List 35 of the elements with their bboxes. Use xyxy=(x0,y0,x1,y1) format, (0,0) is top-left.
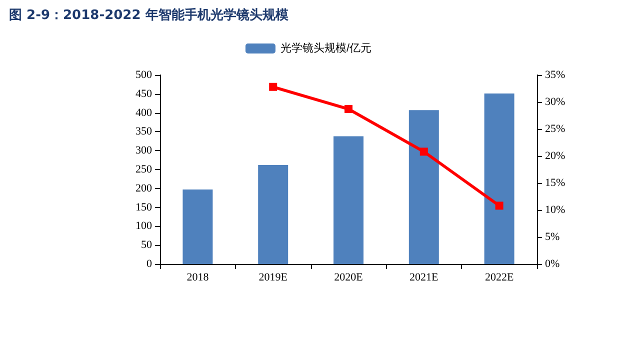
y-tick-label: 500 xyxy=(136,69,152,81)
point xyxy=(495,202,504,210)
y2-tick-label: 30% xyxy=(545,96,566,108)
y-tick-label: 250 xyxy=(136,164,152,176)
y-tick-label: 50 xyxy=(141,239,152,252)
y2-tick-label: 5% xyxy=(545,231,560,243)
y-tick-label: 0 xyxy=(146,258,152,270)
bar xyxy=(258,164,288,264)
y2-tick-label: 0% xyxy=(545,258,560,270)
point xyxy=(344,105,352,114)
y-tick-label: 400 xyxy=(136,106,152,119)
legend-label: 光学镜头规模/亿元 xyxy=(280,42,372,54)
x-tick-label: 2018 xyxy=(186,272,210,284)
chart-title: 图 2-9：2018-2022 年智能手机光学镜头规模 xyxy=(9,7,288,23)
y-tick-label: 200 xyxy=(136,182,152,194)
y2-tick-label: 10% xyxy=(545,204,566,216)
point xyxy=(269,82,278,91)
y2-tick-label: 35% xyxy=(545,69,566,81)
y2-tick-label: 25% xyxy=(545,123,566,135)
y-tick-label: 150 xyxy=(136,201,152,214)
bar xyxy=(182,190,213,264)
bar xyxy=(408,110,439,264)
x-tick-label: 2020E xyxy=(334,272,364,284)
y2-tick-label: 15% xyxy=(545,177,566,189)
x-tick-label: 2019E xyxy=(258,272,288,284)
y-tick-label: 100 xyxy=(136,220,152,232)
x-tick-label: 2021E xyxy=(410,272,439,284)
bar xyxy=(484,94,514,264)
y-tick-label: 350 xyxy=(136,126,152,138)
point xyxy=(420,148,428,156)
bar xyxy=(334,136,364,264)
y-tick-label: 300 xyxy=(136,144,152,157)
y-tick-label: 450 xyxy=(136,88,152,100)
x-tick-label: 2022E xyxy=(484,272,514,284)
y2-tick-label: 20% xyxy=(545,150,566,162)
